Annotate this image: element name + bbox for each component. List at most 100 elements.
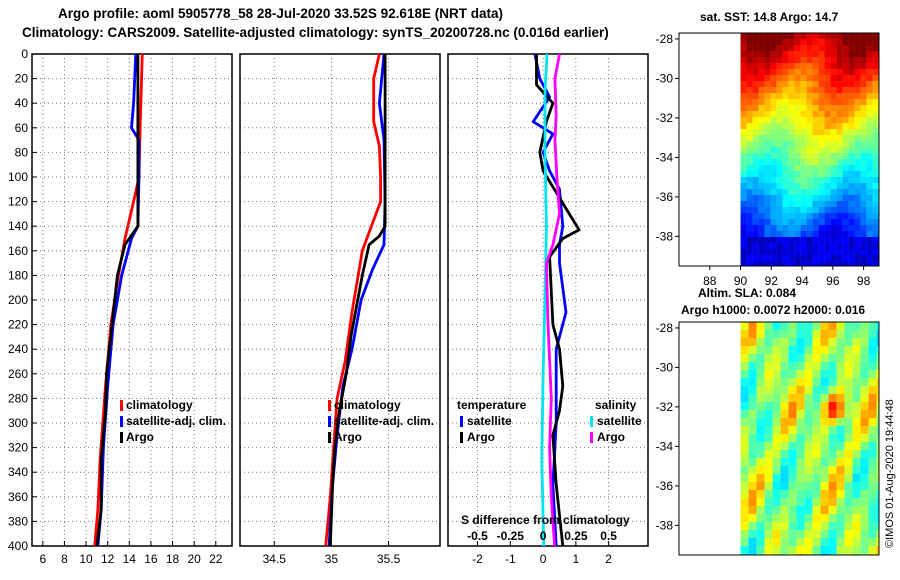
- heatmap-cell: [764, 450, 773, 458]
- heatmap-cell: [842, 63, 849, 69]
- heatmap-cell: [764, 362, 773, 370]
- heatmap-cell: [830, 225, 837, 231]
- heatmap-cell: [860, 237, 867, 243]
- heatmap-cell: [776, 75, 783, 81]
- heatmap-cell: [852, 538, 861, 546]
- heatmap-cell: [764, 189, 771, 195]
- heatmap-cell: [764, 81, 771, 87]
- depth-tick-label: 400: [8, 539, 28, 553]
- heatmap-cell: [788, 81, 795, 87]
- heatmap-cell: [772, 450, 781, 458]
- heatmap-cell: [770, 165, 777, 171]
- heatmap-cell: [848, 237, 855, 243]
- heatmap-cell: [812, 93, 819, 99]
- heatmap-cell: [740, 63, 747, 69]
- heatmap-cell: [866, 261, 873, 266]
- heatmap-cell: [776, 225, 783, 231]
- heatmap-cell: [820, 538, 829, 546]
- heatmap-cell: [828, 402, 837, 410]
- heatmap-cell: [830, 69, 837, 75]
- depth-tick-label: 340: [8, 465, 28, 479]
- heatmap-cell: [854, 81, 861, 87]
- heatmap-cell: [818, 177, 825, 183]
- legend-title-temperature: temperature: [457, 398, 527, 412]
- heatmap-cell: [812, 378, 821, 386]
- heatmap-cell: [860, 159, 867, 165]
- heatmap-cell: [842, 153, 849, 159]
- heatmap-cell: [844, 442, 853, 450]
- heatmap-cell: [794, 87, 801, 93]
- heatmap-cell: [812, 450, 821, 458]
- heatmap-cell: [872, 219, 879, 225]
- heatmap-cell: [746, 201, 753, 207]
- heatmap-cell: [794, 99, 801, 105]
- heatmap-cell: [842, 249, 849, 255]
- heatmap-cell: [764, 402, 773, 410]
- heatmap-cell: [740, 354, 749, 362]
- heatmap-cell: [752, 159, 759, 165]
- heatmap-cell: [860, 482, 869, 490]
- heatmap-cell: [746, 159, 753, 165]
- heatmap-cell: [812, 255, 819, 261]
- heatmap-cell: [876, 458, 879, 466]
- heatmap-cell: [794, 201, 801, 207]
- heatmap-cell: [788, 75, 795, 81]
- heatmap-cell: [756, 370, 765, 378]
- depth-tick-label: 20: [15, 72, 29, 86]
- heatmap-cell: [806, 39, 813, 45]
- heatmap-cell: [804, 434, 813, 442]
- heatmap-cell: [866, 135, 873, 141]
- heatmap-cell: [854, 243, 861, 249]
- heatmap-cell: [788, 165, 795, 171]
- heatmap-cell: [764, 418, 773, 426]
- heatmap-cell: [752, 51, 759, 57]
- heatmap-cell: [812, 346, 821, 354]
- heatmap-cell: [836, 207, 843, 213]
- heatmap-cell: [794, 213, 801, 219]
- heatmap-cell: [812, 522, 821, 530]
- heatmap-cell: [788, 474, 797, 482]
- heatmap-cell: [764, 546, 773, 554]
- heatmap-cell: [848, 201, 855, 207]
- heatmap-cell: [746, 117, 753, 123]
- heatmap-cell: [828, 458, 837, 466]
- heatmap-cell: [782, 75, 789, 81]
- heatmap-cell: [824, 99, 831, 105]
- map-lat-tick-label: -30: [656, 360, 674, 374]
- heatmap-cell: [794, 45, 801, 51]
- heatmap-cell: [740, 378, 749, 386]
- heatmap-cell: [836, 474, 845, 482]
- heatmap-cell: [748, 426, 757, 434]
- heatmap-cell: [836, 195, 843, 201]
- heatmap-cell: [800, 33, 807, 39]
- heatmap-cell: [836, 129, 843, 135]
- heatmap-cell: [804, 458, 813, 466]
- heatmap-cell: [828, 346, 837, 354]
- heatmap-cell: [746, 237, 753, 243]
- heatmap-cell: [866, 87, 873, 93]
- heatmap-cell: [782, 69, 789, 75]
- heatmap-cell: [776, 33, 783, 39]
- heatmap-cell: [764, 171, 771, 177]
- heatmap-cell: [848, 63, 855, 69]
- heatmap-cell: [776, 195, 783, 201]
- heatmap-cell: [842, 159, 849, 165]
- heatmap-cell: [764, 135, 771, 141]
- heatmap-cell: [806, 243, 813, 249]
- heatmap-cell: [764, 442, 773, 450]
- heatmap-cell: [800, 249, 807, 255]
- depth-tick-label: 360: [8, 490, 28, 504]
- heatmap-cell: [772, 498, 781, 506]
- heatmap-cell: [848, 171, 855, 177]
- heatmap-cell: [866, 249, 873, 255]
- heatmap-cell: [854, 129, 861, 135]
- heatmap-cell: [770, 33, 777, 39]
- heatmap-cell: [800, 183, 807, 189]
- heatmap-cell: [788, 322, 797, 330]
- heatmap-cell: [860, 81, 867, 87]
- heatmap-cell: [806, 75, 813, 81]
- heatmap-cell: [772, 330, 781, 338]
- heatmap-cell: [852, 378, 861, 386]
- heatmap-cell: [828, 322, 837, 330]
- heatmap-cell: [772, 490, 781, 498]
